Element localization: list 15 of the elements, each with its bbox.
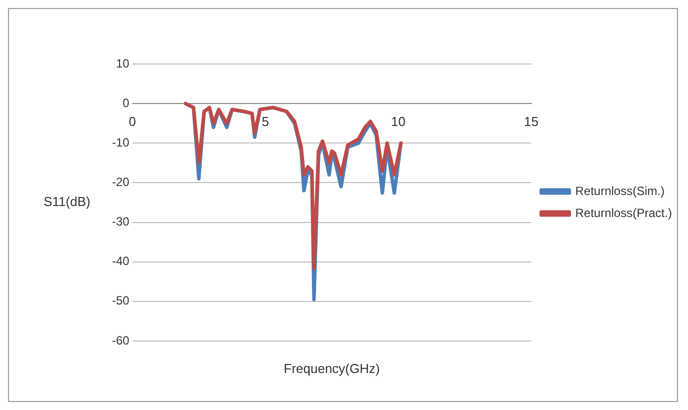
y-tick-label: -20	[112, 175, 130, 190]
x-axis-title: Frequency(GHz)	[284, 361, 380, 376]
y-tick-label: -40	[112, 254, 130, 268]
y-tick-label: 0	[122, 96, 130, 110]
y-axis-title: S11(dB)	[44, 194, 90, 210]
y-tick-label: -60	[112, 333, 130, 348]
y-tick-label: -50	[112, 294, 130, 308]
legend-label: Returnloss(Pract.)	[575, 206, 672, 220]
y-tick-label: -30	[112, 214, 130, 229]
x-tick-label: 15	[524, 114, 538, 129]
y-tick-label: 10	[116, 56, 130, 70]
x-tick-label: 5	[262, 114, 269, 129]
x-tick-label: 10	[391, 114, 406, 129]
y-tick-label: -10	[112, 135, 130, 150]
legend-label: Returnloss(Sim.)	[575, 184, 665, 198]
